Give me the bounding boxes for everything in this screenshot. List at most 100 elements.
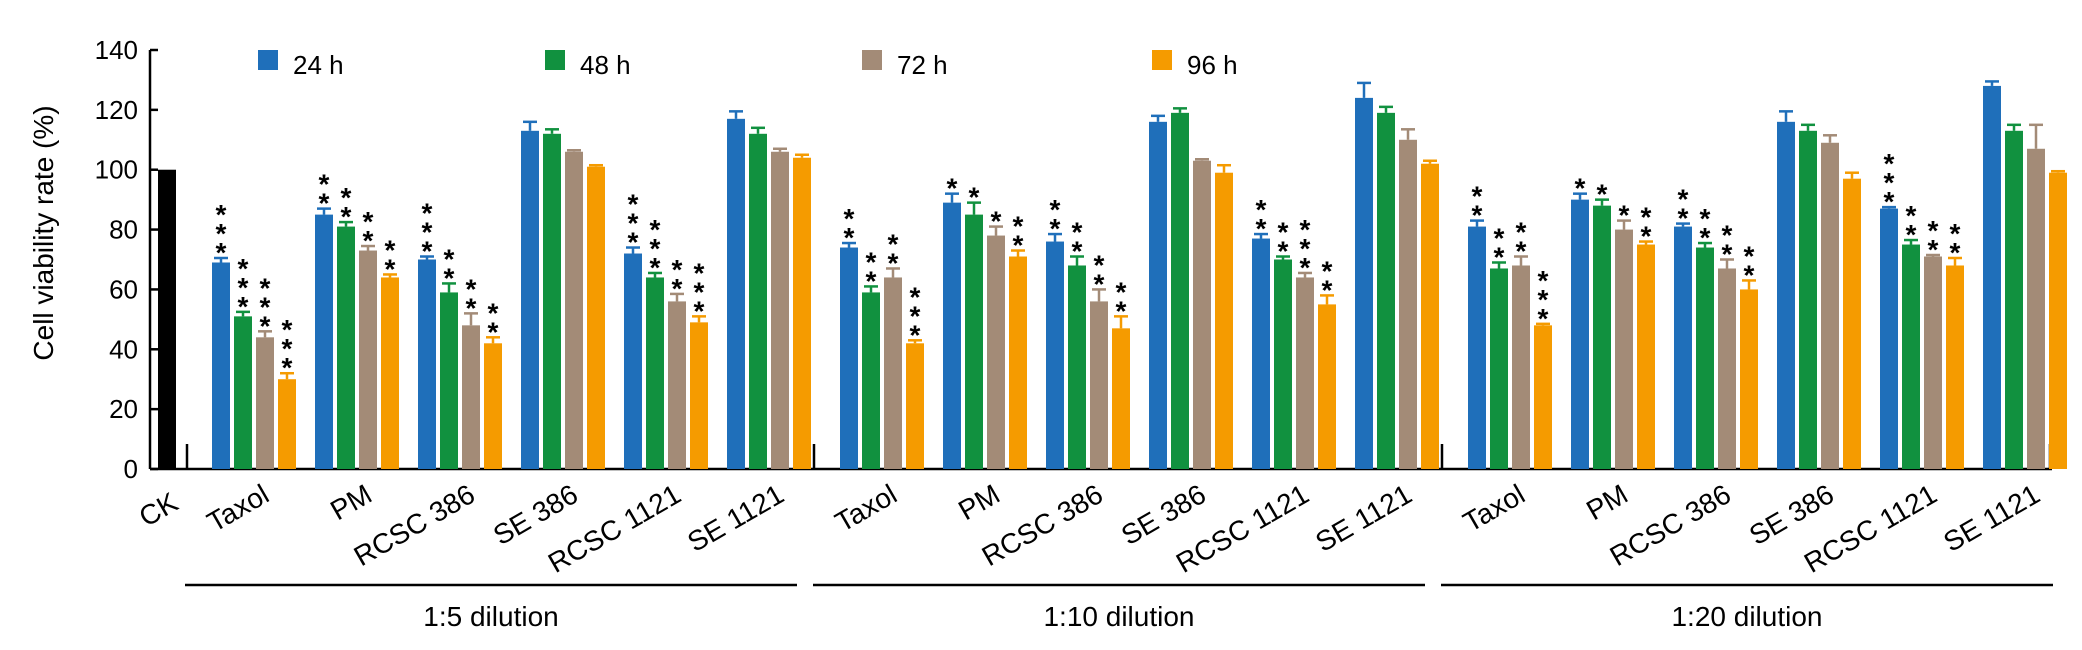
significance-star: * xyxy=(1928,215,1939,246)
bar xyxy=(1252,238,1270,469)
group-label: 1:10 dilution xyxy=(1043,601,1194,632)
significance-star: * xyxy=(238,253,249,284)
bar xyxy=(1171,112,1189,469)
bar xyxy=(1318,304,1336,469)
significance-star: * xyxy=(1906,200,1917,231)
y-tick-label: 100 xyxy=(95,155,138,185)
significance-star: * xyxy=(1619,200,1630,231)
significance-star: * xyxy=(1094,268,1105,299)
legend-swatch xyxy=(545,50,565,70)
bar xyxy=(965,214,983,469)
bar xyxy=(1843,178,1861,469)
bar xyxy=(771,151,789,469)
bar xyxy=(668,301,686,469)
significance-star: * xyxy=(1116,295,1127,326)
legend-label: 72 h xyxy=(897,50,948,80)
significance-star: * xyxy=(866,265,877,296)
significance-star: * xyxy=(1300,252,1311,283)
legend-label: 96 h xyxy=(1187,50,1238,80)
significance-star: * xyxy=(1300,214,1311,245)
bar xyxy=(2027,148,2045,469)
significance-star: * xyxy=(1256,213,1267,244)
significance-star: * xyxy=(844,203,855,234)
bar xyxy=(624,253,642,469)
y-tick-label: 60 xyxy=(109,274,138,304)
group-label: 1:20 dilution xyxy=(1671,601,1822,632)
significance-star: * xyxy=(844,222,855,253)
significance-star: * xyxy=(628,208,639,239)
significance-star: * xyxy=(1950,218,1961,249)
significance-star: * xyxy=(1050,194,1061,225)
bar-control xyxy=(158,169,176,469)
bar xyxy=(1355,97,1373,469)
significance-star: * xyxy=(1641,202,1652,233)
bar xyxy=(1696,247,1714,469)
bar xyxy=(484,343,502,469)
y-tick-label: 140 xyxy=(95,35,138,65)
bar xyxy=(1718,268,1736,469)
bar xyxy=(418,259,436,469)
significance-star: * xyxy=(1575,173,1586,204)
bar xyxy=(1468,226,1486,469)
bar xyxy=(1534,325,1552,469)
bar xyxy=(1009,256,1027,469)
significance-star: * xyxy=(444,243,455,274)
bar xyxy=(440,292,458,469)
bar xyxy=(1880,208,1898,469)
significance-star: * xyxy=(363,225,374,256)
significance-star: * xyxy=(1494,222,1505,253)
bar xyxy=(1674,226,1692,469)
significance-star: * xyxy=(319,169,330,200)
bar xyxy=(690,322,708,469)
significance-star: * xyxy=(385,253,396,284)
x-tick-label: SE 1121 xyxy=(1310,478,1417,558)
significance-star: * xyxy=(319,188,330,219)
bar xyxy=(793,157,811,469)
bar xyxy=(315,214,333,469)
x-tick-label: SE 1121 xyxy=(682,478,789,558)
significance-star: * xyxy=(1678,203,1689,234)
x-tick-label: Taxol xyxy=(830,478,902,538)
bar xyxy=(1593,205,1611,469)
significance-star: * xyxy=(282,314,293,345)
significance-star: * xyxy=(1538,284,1549,315)
y-tick-label: 0 xyxy=(124,454,138,484)
significance-star: * xyxy=(1641,221,1652,252)
significance-star: * xyxy=(1722,239,1733,270)
significance-star: * xyxy=(628,227,639,258)
bar xyxy=(862,292,880,469)
significance-star: * xyxy=(1884,167,1895,198)
significance-star: * xyxy=(1013,211,1024,242)
significance-star: * xyxy=(466,292,477,323)
x-tick-label: PM xyxy=(325,478,377,526)
bar xyxy=(1777,121,1795,469)
significance-star: * xyxy=(672,273,683,304)
significance-star: * xyxy=(1256,194,1267,225)
significance-star: * xyxy=(694,276,705,307)
y-axis-title: Cell viability rate (%) xyxy=(28,105,59,360)
significance-star: * xyxy=(1013,230,1024,261)
bar xyxy=(234,316,252,469)
bar xyxy=(543,133,561,470)
significance-star: * xyxy=(1494,241,1505,272)
legend-label: 24 h xyxy=(293,50,344,80)
significance-star: * xyxy=(694,295,705,326)
bar xyxy=(381,277,399,469)
legend-swatch xyxy=(1152,50,1172,70)
significance-star: * xyxy=(341,182,352,213)
significance-star: * xyxy=(238,291,249,322)
y-tick-label: 80 xyxy=(109,215,138,245)
bar xyxy=(2005,130,2023,470)
significance-star: * xyxy=(1322,255,1333,286)
significance-star: * xyxy=(991,206,1002,237)
significance-star: * xyxy=(1906,219,1917,250)
significance-star: * xyxy=(866,246,877,277)
significance-star: * xyxy=(216,199,227,230)
significance-star: * xyxy=(910,281,921,312)
legend-label: 48 h xyxy=(580,50,631,80)
significance-star: * xyxy=(947,173,958,204)
significance-star: * xyxy=(1516,236,1527,267)
significance-star: * xyxy=(1472,181,1483,212)
significance-star: * xyxy=(650,252,661,283)
significance-star: * xyxy=(1094,249,1105,280)
